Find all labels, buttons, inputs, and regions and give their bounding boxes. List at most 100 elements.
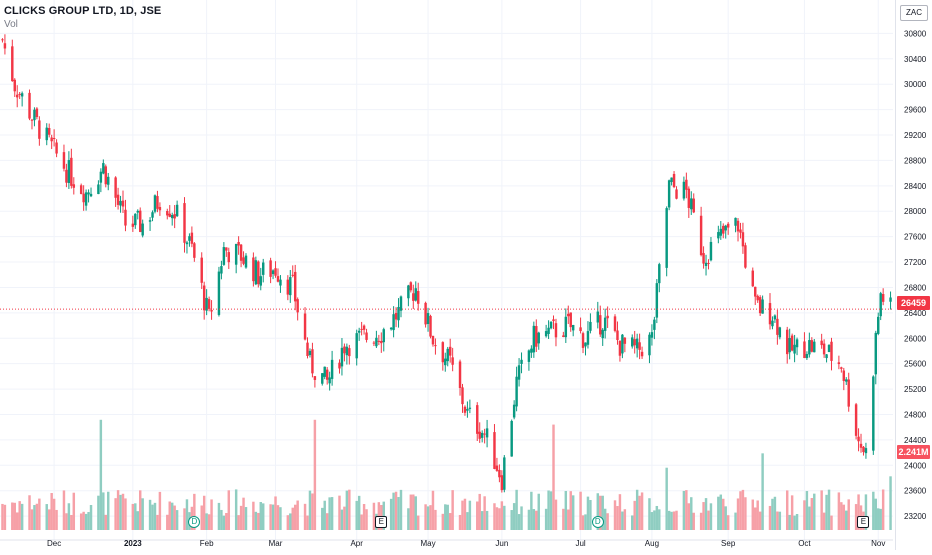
candle-body	[217, 271, 221, 315]
candle-body	[859, 443, 863, 448]
candle-body	[532, 325, 536, 353]
candle-body	[530, 348, 533, 353]
volume-bar	[719, 494, 723, 530]
price-axis[interactable]: 23200 23600 24000 24400 24800 25200 25600 26000…	[895, 0, 932, 550]
last-price-tag: 26459	[897, 296, 930, 310]
volume-bar	[687, 503, 691, 530]
dividend-marker[interactable]: D	[591, 516, 604, 528]
volume-bar	[675, 510, 678, 530]
volume-bar	[635, 489, 639, 530]
candle-body	[62, 152, 66, 169]
earnings-marker[interactable]: E	[375, 516, 388, 528]
candle-body	[773, 315, 777, 320]
candle-body	[382, 329, 385, 343]
candle-body	[30, 119, 34, 121]
volume-bar	[131, 503, 135, 530]
candle-body	[190, 232, 194, 244]
volume-bar	[293, 504, 297, 530]
candle-body	[879, 293, 882, 317]
volume-bar	[847, 499, 850, 530]
candle-body	[45, 127, 48, 141]
candle-body	[380, 340, 383, 344]
symbol-title[interactable]: CLICKS GROUP LTD, 1D, JSE	[4, 5, 162, 17]
volume-bar	[11, 502, 14, 530]
volume-bar	[500, 501, 504, 530]
candle-body	[136, 210, 139, 213]
volume-bar	[170, 502, 174, 530]
candle-body	[311, 349, 314, 374]
volume-bar	[756, 500, 759, 530]
candle-body	[104, 166, 108, 185]
volume-bar	[119, 494, 122, 530]
volume-bar	[596, 493, 600, 530]
candle-body	[323, 366, 326, 377]
candle-body	[15, 94, 19, 98]
candle-body	[82, 193, 85, 203]
candle-body	[825, 354, 828, 359]
candle-body	[138, 210, 142, 232]
volume-bar	[20, 503, 24, 530]
candle-body	[527, 350, 531, 362]
candle-body	[116, 194, 120, 205]
volume-bar	[571, 495, 575, 530]
candle-body	[151, 212, 154, 218]
volume-bar	[158, 491, 162, 530]
candle-body	[535, 326, 538, 347]
candle-body	[480, 432, 484, 438]
volume-bar	[252, 501, 255, 530]
candle-body	[692, 198, 695, 213]
volume-bar	[872, 491, 875, 530]
candle-body	[606, 315, 609, 319]
volume-bar	[259, 502, 262, 530]
candle-body	[431, 335, 435, 345]
volume-bar	[552, 424, 555, 530]
candle-body	[244, 255, 248, 268]
candle-body	[702, 253, 705, 264]
currency-badge[interactable]: ZAC	[900, 5, 928, 21]
volume-bar	[827, 489, 831, 530]
candle-body	[289, 277, 292, 296]
candle-body	[635, 338, 639, 349]
volume-bar	[788, 514, 791, 530]
candle-body	[259, 276, 262, 286]
dividend-marker[interactable]: D	[188, 516, 201, 528]
candle-body	[357, 330, 361, 333]
candle-body	[365, 332, 368, 340]
candle-body	[520, 359, 523, 364]
candle-body	[500, 475, 504, 491]
candle-body	[276, 276, 280, 282]
candle-body	[193, 243, 196, 258]
candle-body	[99, 171, 103, 183]
volume-bar	[328, 497, 331, 530]
price-chart[interactable]: Dec 2023 Feb Mar Apr May Jun Jul Aug Sep Oct Nov	[0, 0, 895, 550]
candle-body	[202, 285, 206, 311]
volume-bar	[45, 504, 48, 530]
volume-bar	[271, 504, 275, 530]
volume-bar	[532, 509, 536, 530]
volume-bar	[33, 505, 36, 530]
volume-bar	[562, 508, 565, 530]
volume-bar	[79, 513, 83, 530]
candle-body	[67, 160, 71, 183]
candle-body	[412, 293, 415, 301]
earnings-marker[interactable]: E	[857, 516, 870, 528]
volume-bar	[517, 514, 521, 530]
candle-body	[736, 220, 740, 232]
volume-bar	[426, 506, 430, 530]
volume-legend-label[interactable]: Vol	[4, 19, 18, 30]
candle-body	[468, 407, 472, 409]
volume-bar	[485, 510, 489, 530]
volume-bar	[699, 512, 703, 530]
candle-body	[424, 302, 427, 325]
volume-bar	[114, 498, 117, 530]
volume-bar	[535, 510, 538, 530]
volume-bar	[97, 495, 100, 530]
volume-bar	[758, 511, 762, 530]
volume-bar	[682, 490, 686, 530]
y-tick-label: 30000	[904, 80, 927, 89]
volume-bar	[13, 502, 16, 530]
candle-body	[166, 210, 169, 216]
volume-bar	[515, 489, 518, 530]
volume-bar	[306, 515, 309, 530]
volume-bar	[530, 491, 533, 530]
